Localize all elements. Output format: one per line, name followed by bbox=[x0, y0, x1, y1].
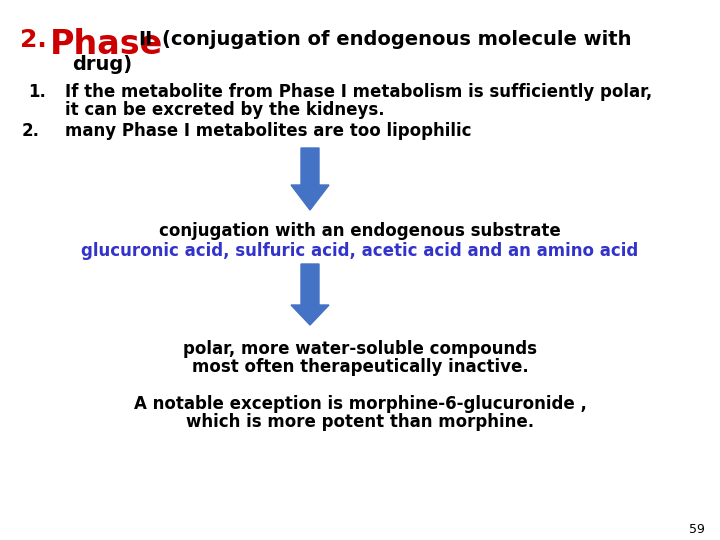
Text: drug): drug) bbox=[72, 55, 132, 74]
Text: 1.: 1. bbox=[28, 83, 46, 101]
Text: II: II bbox=[138, 30, 152, 49]
Text: conjugation with an endogenous substrate: conjugation with an endogenous substrate bbox=[159, 222, 561, 240]
FancyArrow shape bbox=[291, 148, 329, 210]
Text: glucuronic acid, sulfuric acid, acetic acid and an amino acid: glucuronic acid, sulfuric acid, acetic a… bbox=[81, 242, 639, 260]
Text: polar, more water-soluble compounds: polar, more water-soluble compounds bbox=[183, 340, 537, 358]
Text: it can be excreted by the kidneys.: it can be excreted by the kidneys. bbox=[65, 101, 384, 119]
Text: 59: 59 bbox=[689, 523, 705, 536]
Text: (conjugation of endogenous molecule with: (conjugation of endogenous molecule with bbox=[162, 30, 631, 49]
Text: 2.: 2. bbox=[22, 122, 40, 140]
FancyArrow shape bbox=[291, 264, 329, 325]
Text: If the metabolite from Phase I metabolism is sufficiently polar,: If the metabolite from Phase I metabolis… bbox=[65, 83, 652, 101]
Text: 2.: 2. bbox=[20, 28, 47, 52]
Text: which is more potent than morphine.: which is more potent than morphine. bbox=[186, 413, 534, 431]
Text: A notable exception is morphine-6-glucuronide ,: A notable exception is morphine-6-glucur… bbox=[134, 395, 586, 413]
Text: many Phase I metabolites are too lipophilic: many Phase I metabolites are too lipophi… bbox=[65, 122, 472, 140]
Text: Phase: Phase bbox=[50, 28, 163, 61]
Text: most often therapeutically inactive.: most often therapeutically inactive. bbox=[192, 358, 528, 376]
